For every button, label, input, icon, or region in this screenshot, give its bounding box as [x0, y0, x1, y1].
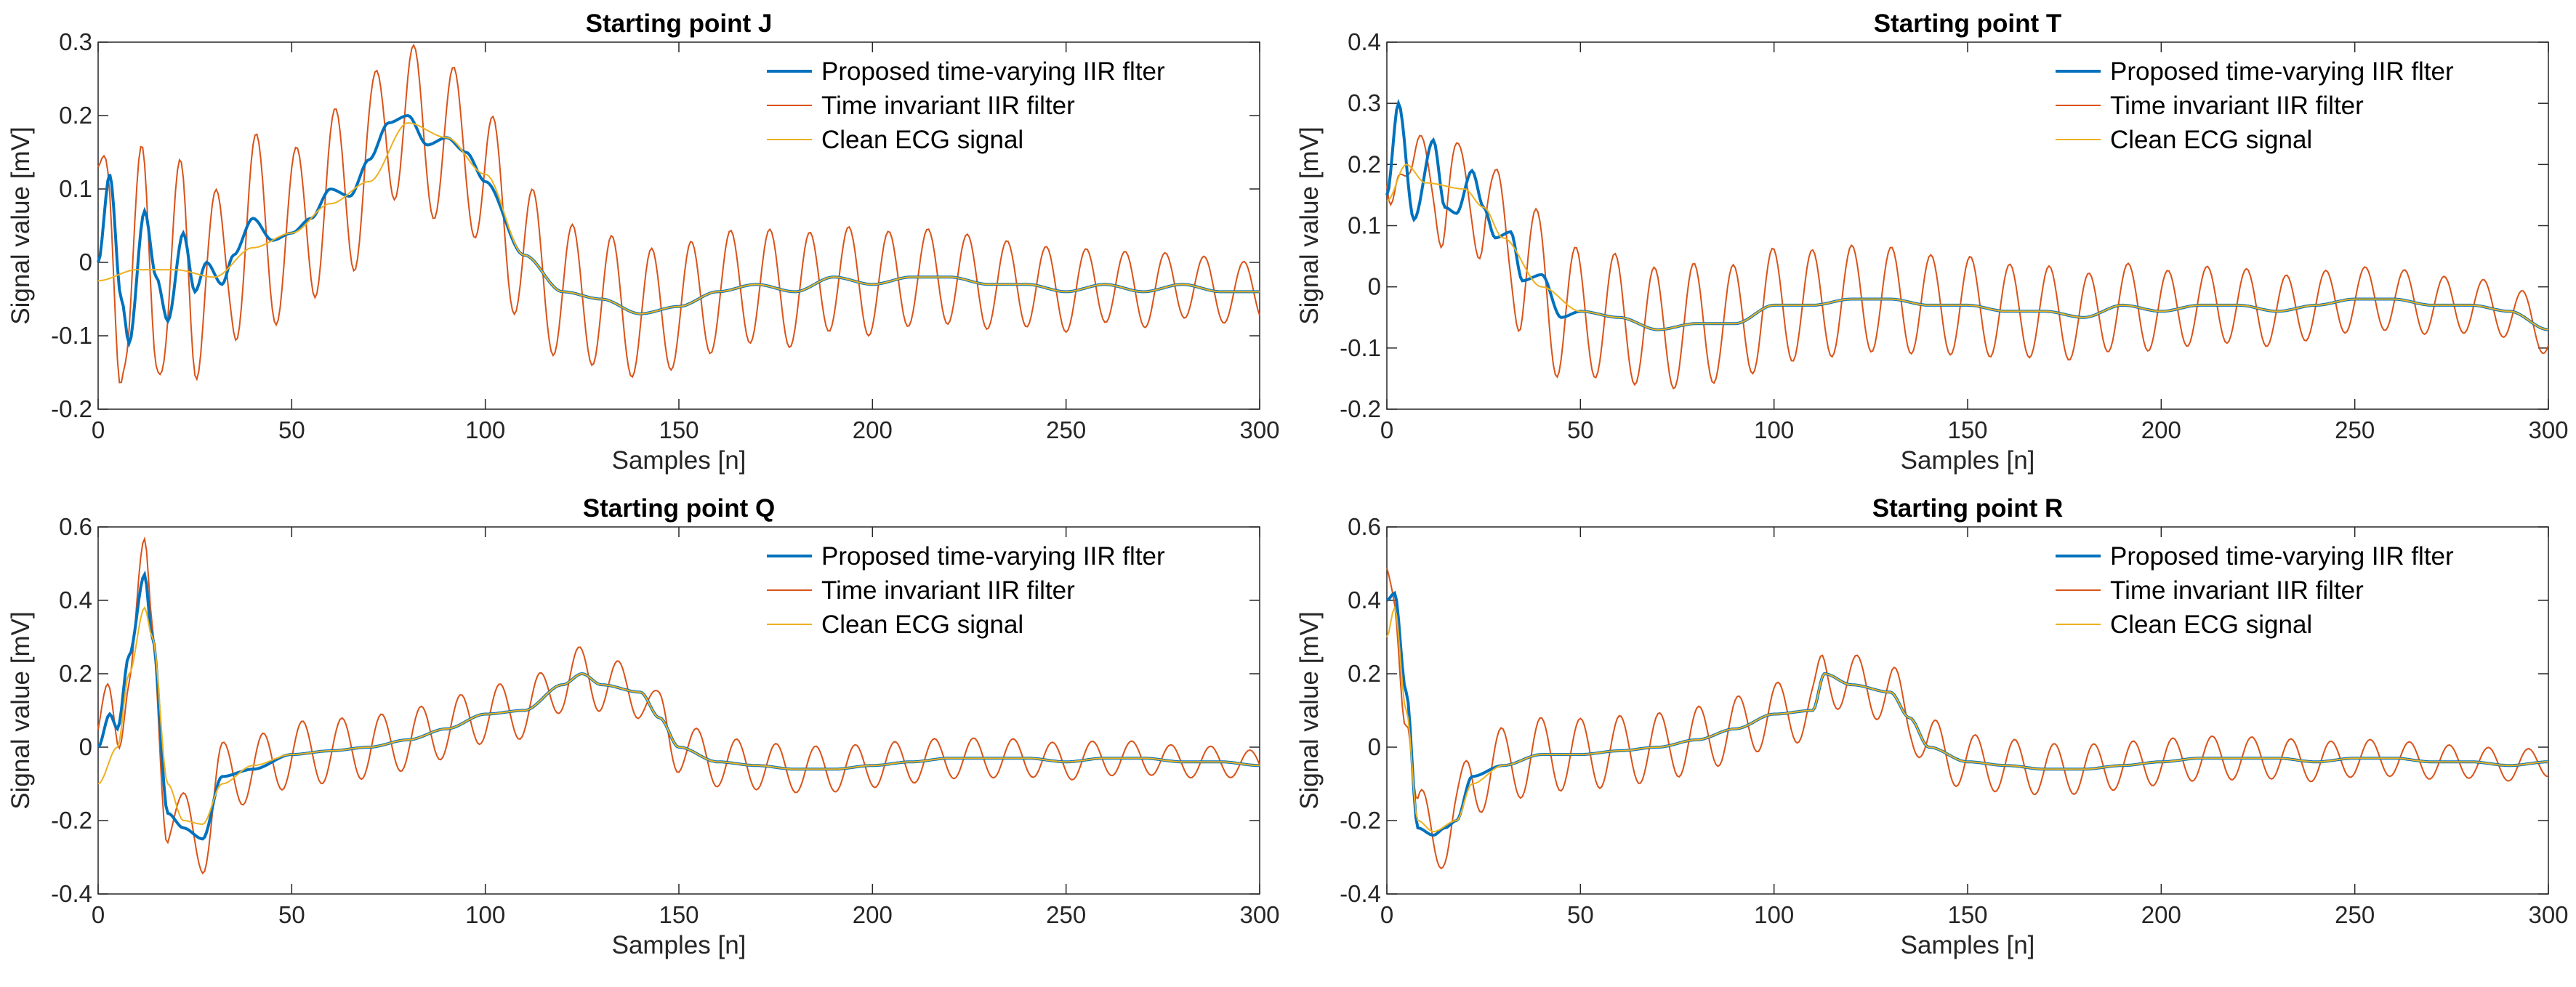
- y-tick-label: -0.4: [51, 880, 92, 907]
- series-line-clean-ecg: [1386, 605, 2548, 833]
- x-tick-label: 200: [2141, 416, 2181, 443]
- y-axis-label: Signal value [mV]: [1295, 611, 1324, 809]
- x-tick-label: 200: [853, 416, 893, 443]
- x-tick-label: 0: [1380, 901, 1393, 928]
- y-axis-label: Signal value [mV]: [7, 126, 35, 324]
- y-tick-label: 0.6: [59, 513, 92, 540]
- x-tick-label: 300: [1239, 416, 1279, 443]
- legend-label: Time invariant IIR filter: [2110, 92, 2364, 120]
- x-tick-label: 300: [2528, 901, 2568, 928]
- x-tick-label: 150: [1947, 416, 1987, 443]
- legend-label: Clean ECG signal: [2110, 611, 2312, 639]
- y-tick-label: -0.2: [51, 807, 92, 834]
- y-tick-label: 0.2: [1348, 150, 1381, 177]
- x-axis-label: Samples [n]: [612, 446, 746, 475]
- subplot-starting-point-j: 0 50 100 150 200 250 300 -0.2 -0.1 0 0.1 0.2 0.3 Star…: [7, 9, 1280, 475]
- plot-title: Starting point R: [1872, 494, 2063, 523]
- series-line-time-invariant: [97, 536, 1260, 875]
- axes-box: [97, 526, 1260, 895]
- subplot-starting-point-q: 0 50 100 150 200 250 300 -0.4 -0.2 0 0.2 0.4 0.6 Star…: [7, 494, 1280, 959]
- x-tick-label: 150: [659, 416, 699, 443]
- y-tick-label: 0: [1368, 733, 1381, 760]
- subplot-starting-point-r: 0 50 100 150 200 250 300 -0.4 -0.2 0 0.2 0.4 0.6 Star…: [1295, 494, 2569, 959]
- y-tick-label: -0.4: [1340, 880, 1381, 907]
- series-line-time-invariant: [1386, 134, 2549, 390]
- x-axis-label: Samples [n]: [612, 931, 746, 959]
- axes-box: [97, 41, 1260, 410]
- x-tick-label: 50: [1567, 416, 1594, 443]
- y-axis-label: Signal value [mV]: [7, 611, 35, 809]
- x-tick-label: 100: [1754, 901, 1794, 928]
- x-tick-label: 50: [1567, 901, 1594, 928]
- legend-label: Proposed time-varying IIR flter: [2110, 542, 2454, 571]
- x-tick-label: 100: [465, 416, 505, 443]
- legend-label: Proposed time-varying IIR flter: [821, 542, 1165, 571]
- x-tick-label: 300: [2528, 416, 2568, 443]
- y-tick-label: -0.1: [51, 322, 92, 349]
- x-tick-label: 50: [278, 416, 305, 443]
- y-tick-label: -0.2: [51, 395, 92, 422]
- axes-box: [1386, 41, 2549, 410]
- series-line-clean-ecg: [97, 122, 1260, 315]
- y-tick-label: 0.3: [59, 28, 92, 55]
- y-tick-label: 0.1: [59, 175, 92, 202]
- y-tick-label: 0.2: [1348, 660, 1381, 687]
- x-axis-label: Samples [n]: [1901, 931, 2035, 959]
- y-axis-label: Signal value [mV]: [1295, 126, 1324, 324]
- x-tick-label: 0: [92, 901, 105, 928]
- x-tick-label: 100: [1754, 416, 1794, 443]
- y-tick-label: -0.2: [1340, 395, 1381, 422]
- plot-title: Starting point T: [1874, 9, 2062, 38]
- y-tick-label: 0.6: [1348, 513, 1381, 540]
- plot-title: Starting point Q: [583, 494, 775, 523]
- y-tick-label: -0.1: [1340, 334, 1381, 361]
- y-tick-label: 0.4: [59, 587, 92, 613]
- x-tick-label: 50: [278, 901, 305, 928]
- x-axis-label: Samples [n]: [1901, 446, 2035, 475]
- y-tick-label: 0.2: [59, 102, 92, 129]
- legend-label: Proposed time-varying IIR flter: [2110, 57, 2454, 86]
- series-line-clean-ecg: [97, 606, 1260, 826]
- x-tick-label: 0: [1380, 416, 1393, 443]
- x-tick-label: 150: [659, 901, 699, 928]
- legend-label: Clean ECG signal: [821, 126, 1023, 154]
- y-tick-label: -0.2: [1340, 807, 1381, 834]
- x-tick-label: 250: [1046, 416, 1086, 443]
- x-tick-label: 100: [465, 901, 505, 928]
- legend-label: Clean ECG signal: [2110, 126, 2312, 154]
- legend-label: Proposed time-varying IIR flter: [821, 57, 1165, 86]
- y-tick-label: 0: [1368, 273, 1381, 300]
- plot-title: Starting point J: [586, 9, 773, 38]
- x-tick-label: 250: [2335, 901, 2375, 928]
- legend-label: Time invariant IIR filter: [821, 576, 1075, 605]
- x-tick-label: 250: [1046, 901, 1086, 928]
- series-line-time-invariant: [1386, 567, 2549, 870]
- y-tick-label: 0.1: [1348, 212, 1381, 239]
- legend-label: Clean ECG signal: [821, 611, 1023, 639]
- x-tick-label: 250: [2335, 416, 2375, 443]
- y-tick-label: 0.4: [1348, 28, 1381, 55]
- x-tick-label: 200: [2141, 901, 2181, 928]
- axes-box: [1386, 526, 2549, 895]
- y-tick-label: 0: [79, 249, 92, 275]
- subplot-starting-point-t: 0 50 100 150 200 250 300 -0.2 -0.1 0 0.1 0.2 0.3 0.4 S…: [1295, 9, 2569, 475]
- y-tick-label: 0.3: [1348, 89, 1381, 116]
- y-tick-label: 0: [79, 733, 92, 760]
- x-tick-label: 150: [1947, 901, 1987, 928]
- y-tick-label: 0.2: [59, 660, 92, 687]
- y-tick-label: 0.4: [1348, 587, 1381, 613]
- series-line-clean-ecg: [1386, 164, 2549, 331]
- x-tick-label: 0: [92, 416, 105, 443]
- series-line-time-invariant: [97, 43, 1260, 384]
- legend-label: Time invariant IIR filter: [2110, 576, 2364, 605]
- x-tick-label: 200: [853, 901, 893, 928]
- legend-label: Time invariant IIR filter: [821, 92, 1075, 120]
- x-tick-label: 300: [1239, 901, 1279, 928]
